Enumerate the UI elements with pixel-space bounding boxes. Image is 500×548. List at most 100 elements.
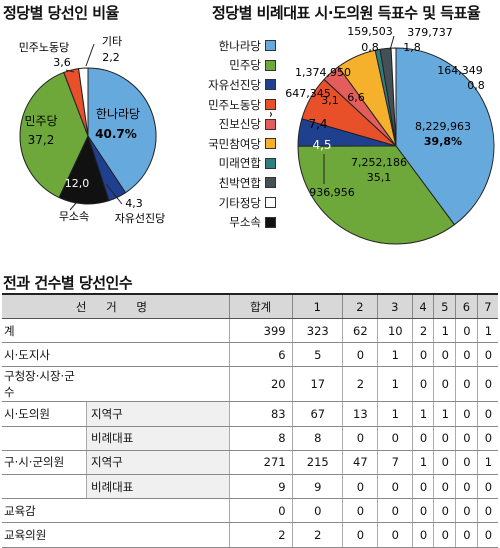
table-cell: 0	[455, 522, 478, 548]
table-cell: 271	[228, 450, 293, 475]
legend-item: 민주노동당	[186, 95, 276, 115]
table-cell: 0	[455, 366, 478, 403]
slice-value-label: 40.7%	[95, 127, 137, 141]
table-cell: 1	[411, 401, 434, 427]
row-label: 교육감	[2, 498, 87, 524]
table-cell: 7	[376, 450, 413, 475]
legend-label: 친박연합	[218, 175, 261, 190]
row-sublabel	[86, 366, 230, 403]
legend-item: 자유선진당	[186, 75, 276, 95]
vote-share-pie-chart: 8,229,963 39,8% 7,252,186 35,1 4,5 936,956 7,4…	[270, 25, 495, 245]
table-cell: 0	[476, 366, 498, 403]
table-cell: 399	[228, 318, 293, 344]
leader-line	[69, 202, 77, 211]
table-cell: 1	[476, 318, 498, 344]
legend-swatch	[265, 59, 276, 71]
table-cell: 0	[411, 366, 434, 403]
table-cell: 5	[291, 342, 343, 368]
table-cell: 1	[433, 318, 456, 344]
table-cell: 2	[341, 366, 378, 403]
table-cell: 62	[341, 318, 378, 344]
slice-votes-label: 1,519,362	[270, 110, 273, 123]
table-cell: 0	[476, 401, 498, 427]
column-header: 합계	[228, 293, 293, 319]
table-cell: 215	[291, 450, 343, 475]
row-sublabel	[86, 498, 230, 524]
legend-item: 진보신당	[186, 114, 276, 134]
legend-item: 미래연합	[186, 154, 276, 174]
table-cell: 0	[455, 474, 478, 500]
table-cell: 0	[455, 318, 478, 344]
table-cell: 0	[455, 498, 478, 524]
table-cell: 0	[341, 474, 378, 500]
row-sublabel: 지역구	[86, 401, 230, 427]
legend-item: 한나라당	[186, 36, 276, 56]
leader-line	[85, 43, 95, 67]
legend-label: 민주당	[229, 58, 261, 73]
table-cell: 0	[376, 426, 413, 451]
vote-share-slice-8	[390, 47, 397, 147]
table-cell: 0	[411, 474, 434, 500]
table-cell: 47	[341, 450, 378, 475]
table-row: 교육감 0 0 0 0 0 0 0 0	[2, 498, 498, 524]
slice-value-label: 39,8%	[424, 135, 462, 148]
table-cell: 8	[228, 426, 293, 451]
table-cell: 0	[455, 426, 478, 451]
left-chart-title: 정당별 당선인 비율	[3, 4, 119, 22]
row-label: 계	[2, 318, 87, 344]
legend-swatch	[265, 216, 276, 228]
table-cell: 0	[476, 426, 498, 451]
table-cell: 0	[411, 342, 434, 368]
table-cell: 83	[228, 401, 293, 427]
slice-value-label: 1,8	[403, 41, 421, 54]
slice-value-label: 0,8	[467, 79, 485, 92]
table-cell: 6	[228, 342, 293, 368]
table-cell: 0	[455, 342, 478, 368]
table-header-row: 선 거 명 합계 1 2 3 4 5 6 7	[2, 293, 498, 319]
table-cell: 1	[376, 342, 413, 368]
table-cell: 0	[476, 522, 498, 548]
vote-share-slice-0	[395, 47, 495, 226]
legend-swatch	[265, 40, 276, 52]
column-header: 선 거 명	[2, 293, 230, 319]
legend-swatch	[265, 157, 276, 169]
table-row: 시·도의원 지역구 83 67 13 1 1 1 0 0	[2, 401, 498, 427]
table-cell: 0	[433, 366, 456, 403]
slice-value-label: 2,2	[102, 51, 120, 64]
legend-swatch	[265, 197, 276, 209]
table-cell: 0	[411, 522, 434, 548]
slice-votes-label: 164,349	[437, 64, 483, 77]
table-cell: 0	[455, 401, 478, 427]
table-cell: 2	[411, 318, 434, 344]
table-cell: 0	[228, 498, 293, 524]
table-cell: 9	[291, 474, 343, 500]
slice-votes-label: 7,252,186	[351, 156, 407, 169]
table-cell: 8	[291, 426, 343, 451]
table-cell: 1	[476, 450, 498, 475]
table-cell: 0	[476, 474, 498, 500]
legend-label: 자유선진당	[208, 77, 261, 92]
legend-item: 국민참여당	[186, 134, 276, 154]
table-cell: 0	[411, 426, 434, 451]
table-row: 교육의원 2 2 0 0 0 0 0 0	[2, 522, 498, 548]
column-header: 3	[376, 293, 413, 319]
table-cell: 67	[291, 401, 343, 427]
slice-name-label: 자유선진당	[115, 212, 166, 224]
table-cell: 20	[228, 366, 293, 403]
table-cell: 2	[291, 522, 343, 548]
row-sublabel: 비례대표	[86, 474, 230, 500]
legend-label: 무소속	[229, 215, 261, 230]
slice-value-label: 4,5	[312, 138, 331, 152]
table-cell: 0	[476, 342, 498, 368]
column-header: 2	[341, 293, 378, 319]
legend-label: 진보신당	[218, 117, 261, 132]
slice-votes-label: 379,737	[407, 26, 453, 39]
table-cell: 1	[376, 366, 413, 403]
legend-item: 친박연합	[186, 173, 276, 193]
table-cell: 10	[376, 318, 413, 344]
table-row: 비례대표 8 8 0 0 0 0 0 0	[2, 426, 498, 451]
slice-name-label: 무소속	[59, 210, 89, 223]
slice-name-label: 민주당	[24, 114, 57, 128]
table-cell: 1	[433, 401, 456, 427]
table-title: 전과 건수별 당선인수	[3, 274, 133, 292]
